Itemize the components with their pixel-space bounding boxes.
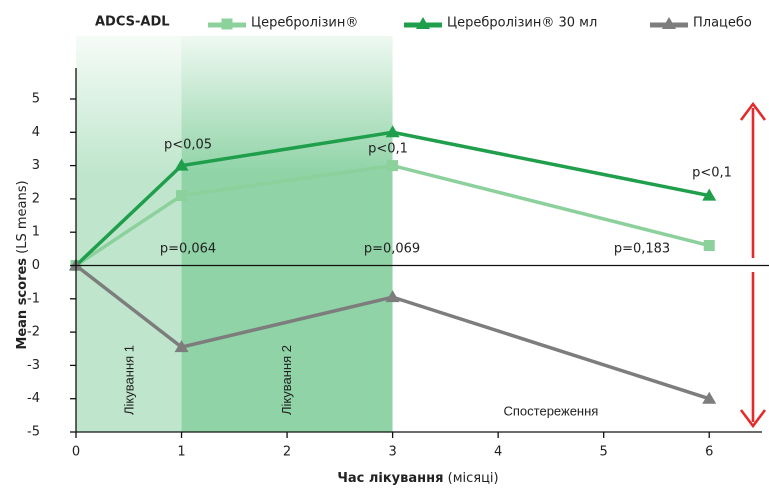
period-label: Лікування 1 — [121, 345, 136, 415]
period-fade — [181, 36, 393, 432]
marker — [703, 240, 715, 252]
y-tick-label: -3 — [27, 358, 40, 373]
marker — [385, 125, 400, 138]
annotation: p=0,064 — [160, 242, 216, 257]
x-axis-label-unit: (місяці) — [448, 471, 499, 486]
x-axis-label: Час лікування (місяці) — [337, 471, 498, 486]
x-tick-label: 0 — [72, 445, 80, 460]
y-tick-label: 4 — [32, 125, 40, 140]
series-line — [74, 264, 710, 401]
y-tick-label: 3 — [32, 158, 40, 173]
marker — [662, 17, 676, 29]
y-tick-label: 2 — [32, 191, 40, 206]
y-tick-label: 5 — [32, 92, 40, 107]
legend-label: Церебролізин® 30 мл — [447, 16, 597, 31]
series-line — [74, 130, 710, 267]
annotation: p=0,069 — [364, 242, 420, 257]
marker — [387, 160, 399, 172]
x-tick-label: 4 — [494, 445, 502, 460]
x-tick-label: 6 — [705, 445, 713, 460]
red-arrow — [739, 101, 767, 429]
x-tick-label: 3 — [388, 445, 396, 460]
y-axis-label-main: Mean scores — [15, 258, 30, 350]
y-tick-label: -4 — [27, 391, 40, 406]
y-tick-label: -5 — [27, 425, 40, 440]
y-tick-label: -1 — [27, 291, 40, 306]
marker — [174, 158, 189, 171]
period-label: Лікування 2 — [279, 345, 294, 415]
marker — [221, 18, 233, 30]
x-tick-label: 5 — [600, 445, 608, 460]
period-fade — [76, 36, 182, 432]
legend-label: Плацебо — [693, 16, 752, 31]
series-line — [75, 163, 710, 267]
marker — [702, 188, 717, 201]
y-axis-label: Mean scores (LS means) — [15, 180, 30, 349]
annotation: p<0,1 — [368, 142, 408, 157]
marker — [385, 290, 400, 303]
period-label: Спостереження — [504, 403, 599, 418]
annotation: p<0,1 — [692, 166, 732, 181]
annotation: p<0,05 — [164, 138, 212, 153]
marker — [702, 391, 717, 404]
y-tick-label: -2 — [27, 325, 40, 340]
period-fade — [392, 36, 762, 432]
marker — [176, 190, 188, 202]
x-tick-label: 2 — [283, 445, 291, 460]
y-tick-label: 0 — [32, 258, 40, 273]
marker — [416, 17, 430, 29]
y-tick-label: 1 — [32, 225, 40, 240]
marker — [174, 340, 189, 353]
legend-label: Церебролізин® — [251, 16, 358, 31]
x-axis-label-main: Час лікування — [337, 471, 443, 486]
y-axis-label-unit: (LS means) — [15, 180, 30, 253]
legend-title: ADCS-ADL — [95, 15, 170, 30]
annotation: p=0,183 — [614, 242, 670, 257]
x-tick-label: 1 — [177, 445, 185, 460]
